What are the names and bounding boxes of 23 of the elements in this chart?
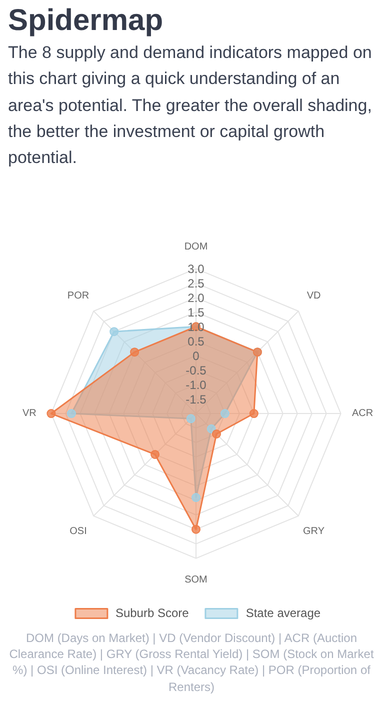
y-tick-label: 0.5 xyxy=(188,334,205,349)
spoke-label: VR xyxy=(22,408,36,420)
legend-label: State average xyxy=(246,606,321,620)
y-tick-label: 2.0 xyxy=(188,291,205,306)
y-tick-label: 1.0 xyxy=(188,320,205,334)
spoke-label: OSI xyxy=(70,526,87,537)
legend-label: Suburb Score xyxy=(115,606,189,620)
y-tick-label: 3.0 xyxy=(188,262,205,276)
spoke-label: GRY xyxy=(303,526,325,537)
spoke-label: VD xyxy=(306,290,321,302)
spoke-label: SOM xyxy=(184,574,208,586)
y-tick-label: 1.5 xyxy=(188,306,205,320)
y-tick-label: 2.5 xyxy=(188,276,205,291)
spoke-label: POR xyxy=(67,290,90,302)
chart-title: Spidermap xyxy=(8,3,164,39)
text: DOM (Days on Market) | VD (Vendor Discount) | ACR (Auction Clearance Rate) | GRY (Gross Rental Yield) | SOM (Stock on Market %) | OSI (Online Interest) | VR (Vacancy Rate) | POR (Proportion of Renters) xyxy=(8,630,375,695)
chart-subtitle: The 8 supply and demand indicators mapped on this chart giving a quick understanding of an area's potential. The greater the overall shading, the better the investment or capital growth potential. xyxy=(8,42,373,170)
y-tick-label: 0 xyxy=(192,349,200,364)
y-tick-label: -1.0 xyxy=(186,378,207,392)
y-tick-label: -0.5 xyxy=(186,364,207,378)
spoke-label: ACR xyxy=(352,408,374,420)
spoke-label: DOM xyxy=(184,241,208,252)
y-tick-label: -1.5 xyxy=(186,392,207,407)
